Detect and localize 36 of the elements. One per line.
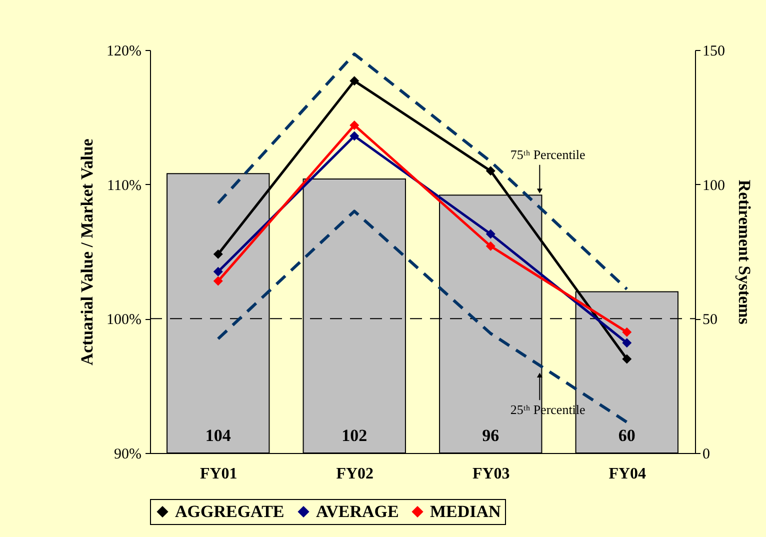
x-tick-label: FY01 [200,466,238,482]
y2-tick-label: 150 [702,44,725,60]
y2-tick-label: 100 [702,178,725,194]
x-tick-label: FY02 [336,466,374,482]
data-label: 102 [342,426,368,445]
x-tick-label: FY03 [472,466,510,482]
point [622,354,632,364]
line-series [216,210,628,424]
point [213,276,223,286]
legend-label: AGGREGATE [175,502,284,521]
y-tick-label: 110% [107,178,142,194]
point [350,76,360,86]
data-label: 104 [205,426,232,445]
point [622,327,632,337]
annotation: 75ᵗʰ Percentile [510,146,586,162]
point [486,229,496,239]
point [213,266,223,276]
y2-axis-title: Retirement Systems [735,180,754,325]
point [622,338,632,348]
point [350,131,360,141]
y-tick-label: 120% [106,44,142,60]
point [350,120,360,130]
x-tick-label: FY04 [608,466,646,482]
data-label: 60 [618,426,636,445]
legend-label: AVERAGE [316,502,399,521]
data-label: 96 [482,426,500,445]
y2-tick-label: 50 [702,312,718,328]
point [486,166,496,176]
y-axis-title: Actuarial Value / Market Value [78,138,97,366]
line-series [216,52,628,291]
point [486,241,496,251]
point [213,249,223,259]
y-tick-label: 90% [114,446,142,462]
legend-label: MEDIAN [430,502,502,521]
y-tick-label: 100% [106,312,142,328]
y2-tick-label: 0 [702,446,710,462]
